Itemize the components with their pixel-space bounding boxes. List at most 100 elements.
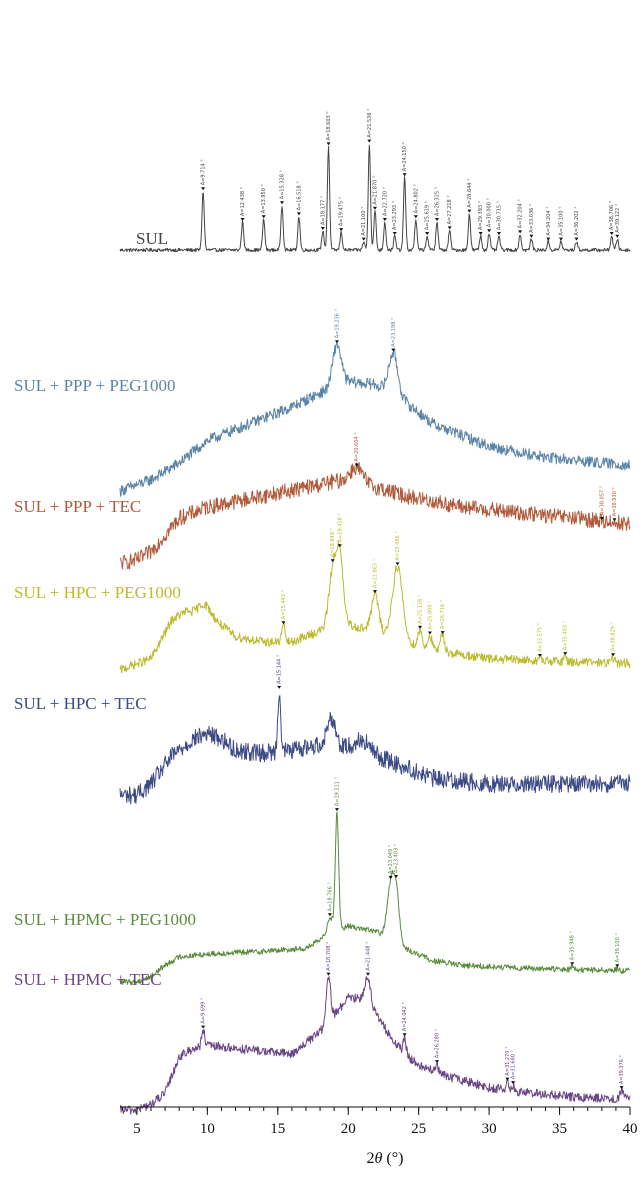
- peak-label-2-2: A=38.930 °: [612, 487, 618, 517]
- peak-marker-0-17: [447, 226, 452, 230]
- peak-marker-1-1: [391, 348, 396, 352]
- peak-marker-0-20: [487, 229, 492, 233]
- peak-marker-5-0: [327, 913, 332, 917]
- peak-label-3-2: A=19.418 °: [337, 513, 343, 543]
- peak-label-2-0: A=20.604 °: [354, 432, 360, 462]
- peak-label-2-1: A=38.057 °: [599, 485, 605, 515]
- tick-label-7: 40: [623, 1121, 638, 1137]
- peak-label-3-10: A=38.829 °: [611, 622, 617, 652]
- series-label-1: SUL + PPP + PEG1000: [14, 376, 176, 395]
- peak-label-3-7: A=26.716 °: [440, 599, 446, 629]
- peak-marker-0-3: [280, 201, 285, 205]
- peak-label-0-22: A=32.204 °: [518, 199, 524, 229]
- peak-marker-2-2: [612, 518, 617, 522]
- peak-label-3-3: A=21.863 °: [373, 558, 379, 588]
- peak-label-6-5: A=31.270 °: [505, 1046, 511, 1076]
- peak-marker-6-4: [434, 1060, 439, 1064]
- peak-marker-0-21: [496, 232, 501, 235]
- peak-label-0-21: A=30.715 °: [496, 200, 502, 230]
- peak-label-0-28: A=39.122 °: [615, 203, 621, 233]
- peak-label-0-2: A=13.950 °: [261, 184, 267, 214]
- peak-marker-3-4: [395, 562, 400, 566]
- peak-label-0-0: A=9.714 °: [201, 159, 207, 186]
- peak-label-5-2: A=23.049 °: [388, 844, 394, 874]
- peak-marker-3-8: [537, 654, 542, 658]
- peak-marker-1-0: [334, 340, 339, 344]
- peak-label-0-10: A=21.870 °: [373, 175, 379, 205]
- peak-label-0-11: A=22.720 °: [382, 186, 388, 216]
- peak-marker-6-2: [365, 972, 370, 976]
- peak-marker-6-3: [402, 1033, 407, 1037]
- peak-label-0-27: A=38.706 °: [609, 200, 615, 230]
- peak-label-0-15: A=25.619 °: [425, 200, 431, 230]
- tick-label-0: 5: [133, 1121, 141, 1137]
- peak-marker-3-0: [281, 621, 286, 625]
- peak-marker-6-1: [326, 972, 331, 976]
- peak-marker-3-9: [563, 652, 568, 656]
- peak-label-5-1: A=19.211 °: [334, 776, 340, 806]
- peak-label-0-26: A=36.202 °: [574, 206, 580, 236]
- peak-label-0-7: A=19.475 °: [339, 196, 345, 226]
- x-axis-ticks: 5 10 15 20 25 30 35 40: [122, 1107, 638, 1137]
- peak-label-3-6: A=25.800 °: [427, 600, 433, 630]
- peak-label-3-0: A=15.443 °: [281, 590, 287, 620]
- peak-label-3-4: A=23.486 °: [395, 531, 401, 561]
- peak-label-6-2: A=21.448 °: [365, 941, 371, 971]
- peak-label-0-13: A=24.150 °: [402, 142, 408, 172]
- series-labels: SUL SUL + PPP + PEG1000 SUL + PPP + TEC SUL…: [14, 229, 196, 989]
- peak-marker-0-8: [361, 237, 366, 241]
- peak-marker-0-19: [478, 232, 483, 235]
- series-line-5: [119, 811, 631, 986]
- peak-marker-5-4: [570, 962, 575, 966]
- peak-label-1-0: A=19.236 °: [334, 309, 340, 339]
- peak-label-3-8: A=33.575 °: [537, 622, 543, 652]
- peak-label-4-0: A=15.144 °: [277, 654, 283, 684]
- peak-label-0-8: A=21.100 °: [361, 206, 367, 236]
- peak-label-6-4: A=26.280 °: [434, 1028, 440, 1058]
- peak-marker-0-24: [546, 237, 551, 241]
- x-axis-title-base: 2: [367, 1150, 375, 1167]
- peak-marker-0-28: [615, 234, 620, 238]
- peak-label-0-18: A=28.644 °: [467, 178, 473, 208]
- tick-label-6: 35: [552, 1121, 567, 1137]
- peak-marker-6-5: [505, 1077, 510, 1081]
- peak-label-5-3: A=23.403 °: [394, 843, 400, 873]
- peak-label-5-4: A=35.948 °: [570, 931, 576, 961]
- peak-label-3-1: A=18.849 °: [330, 527, 336, 557]
- peak-label-0-14: A=24.802 °: [413, 184, 419, 214]
- peak-label-0-12: A=23.293 °: [392, 200, 398, 230]
- peak-label-6-6: A=31.680 °: [511, 1049, 517, 1079]
- peak-label-5-0: A=18.766 °: [327, 882, 333, 912]
- peak-marker-0-1: [240, 218, 245, 221]
- tick-label-2: 15: [270, 1121, 285, 1137]
- x-axis-title-symbol: θ: [375, 1150, 383, 1167]
- peak-label-6-3: A=24.042 °: [402, 1002, 408, 1032]
- peak-marker-0-22: [518, 230, 523, 234]
- peak-marker-0-9: [367, 139, 372, 143]
- x-axis: 5 10 15 20 25 30 35 40 2θ (°): [120, 1106, 638, 1167]
- peak-marker-0-2: [261, 215, 266, 219]
- peak-marker-0-26: [574, 237, 579, 241]
- series-line-0: [119, 144, 631, 253]
- peak-marker-3-10: [611, 653, 616, 657]
- series-label-3: SUL + HPC + PEG1000: [14, 583, 181, 602]
- peak-label-0-16: A=26.325 °: [434, 186, 440, 216]
- peak-label-0-4: A=16.518 °: [296, 181, 302, 211]
- peak-marker-0-16: [434, 218, 439, 221]
- series-label-0: SUL: [136, 229, 168, 248]
- peak-marker-0-13: [402, 173, 407, 177]
- peak-marker-0-7: [339, 228, 344, 232]
- peak-marker-6-6: [511, 1081, 516, 1085]
- peak-label-3-9: A=35.403 °: [563, 620, 569, 650]
- peak-marker-0-4: [296, 212, 301, 216]
- peak-marker-0-10: [373, 206, 377, 210]
- peak-marker-0-18: [467, 209, 472, 213]
- peak-marker-6-7: [619, 1086, 624, 1090]
- peak-marker-5-5: [615, 964, 620, 968]
- peak-label-0-5: A=18.177 °: [320, 195, 326, 225]
- peak-marker-3-7: [440, 631, 445, 635]
- peak-marker-0-23: [529, 234, 534, 238]
- peak-marker-4-0: [277, 685, 282, 689]
- series-label-6: SUL + HPMC + TEC: [14, 970, 162, 989]
